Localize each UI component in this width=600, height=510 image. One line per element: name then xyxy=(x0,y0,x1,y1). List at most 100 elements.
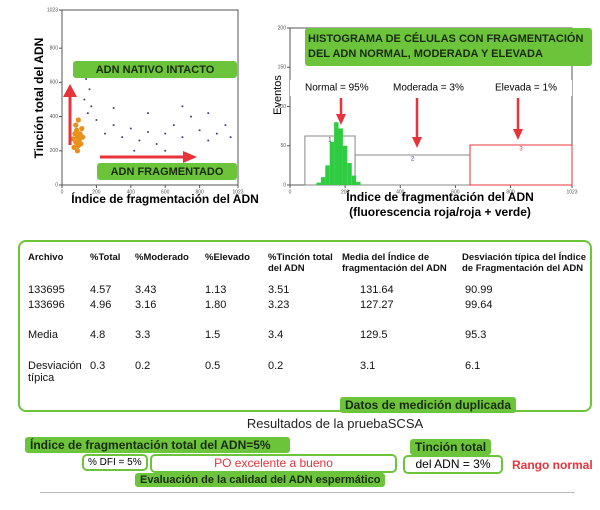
table-cell: 127.27 xyxy=(360,299,394,311)
point xyxy=(70,136,76,142)
point xyxy=(83,98,86,101)
point xyxy=(79,125,85,132)
table-header: %Total xyxy=(90,252,121,263)
x-tick-label: 1023 xyxy=(566,189,577,195)
point xyxy=(104,132,107,135)
x-tick-label: 0 xyxy=(289,189,292,195)
histogram-area: 0 200 400 600 800 1023 0 50 100 150 200 1 2 3 xyxy=(278,25,578,195)
bar xyxy=(334,122,339,185)
data-table: Archivo %Total %Moderado %Elevado %Tinción t… xyxy=(18,240,592,412)
point xyxy=(215,132,218,135)
table-cell: 3.4 xyxy=(268,329,284,341)
y-tick-label: 100 xyxy=(278,104,287,110)
annotation: Elevada = 1% xyxy=(495,83,557,94)
bar xyxy=(325,165,330,185)
chart-title: HISTOGRAMA DE CÉLULAS CON FRAGMENTACIÓN … xyxy=(308,33,584,60)
annotation: Moderada = 3% xyxy=(393,83,464,94)
point xyxy=(74,148,81,154)
table-cell: 1.80 xyxy=(205,299,227,311)
point xyxy=(80,134,86,140)
gate-label: 1 xyxy=(328,138,332,144)
row-label: 133695 xyxy=(28,284,65,296)
table-cell: 4.96 xyxy=(90,299,112,311)
y-tick-label: 400 xyxy=(50,114,59,120)
point xyxy=(112,124,115,127)
stain-value: del ADN = 3% xyxy=(403,455,503,474)
bar xyxy=(316,182,321,185)
point xyxy=(133,149,136,152)
annotation-box xyxy=(73,61,237,78)
x-tick-label: 400 xyxy=(127,189,136,195)
x-tick-label: 400 xyxy=(396,189,405,195)
arrows xyxy=(63,84,197,163)
table-header: %Tinción total del ADN xyxy=(268,252,333,274)
dfi-total: Índice de fragmentación total del ADN=5% xyxy=(25,437,290,453)
evaluation: Evaluación de la calidad del ADN espermá… xyxy=(135,473,386,487)
arrows xyxy=(336,98,523,148)
point xyxy=(147,112,150,115)
table-cell: 129.5 xyxy=(360,329,388,341)
gate xyxy=(469,144,573,186)
y-tick-label: 150 xyxy=(278,65,287,71)
table-cell: 0.2 xyxy=(268,360,284,372)
quality-box: PO excelente a bueno xyxy=(150,454,397,473)
point xyxy=(155,142,158,145)
point xyxy=(75,117,81,123)
point xyxy=(138,139,141,142)
stain-title: Tinción total xyxy=(410,439,492,455)
table-cell: 0.2 xyxy=(135,360,151,372)
title-box xyxy=(305,28,592,66)
scatter-frame xyxy=(61,9,239,186)
table-cell: 3.43 xyxy=(135,284,157,296)
table-cell: 90.99 xyxy=(465,284,493,296)
row-label: 133696 xyxy=(28,299,65,311)
table-cell: 99.64 xyxy=(465,299,493,311)
x-tick-label: 600 xyxy=(161,189,170,195)
point xyxy=(181,136,184,139)
plots: Tinción total del ADN Índice de fragment… xyxy=(32,7,592,219)
point xyxy=(147,130,150,133)
point xyxy=(181,105,184,108)
x-axis-sublabel: (fluorescencia roja/roja + verde) xyxy=(349,205,531,219)
y-tick-label: 800 xyxy=(50,45,59,51)
table-cell: 3.51 xyxy=(268,284,290,296)
point xyxy=(207,112,210,115)
table-cell: 3.3 xyxy=(135,329,151,341)
row-label: Desviación típica xyxy=(28,360,82,384)
x-axis-label: Índice de fragmentación del ADN xyxy=(346,189,534,204)
table-cell: 1.5 xyxy=(205,329,221,341)
table-cell: 3.16 xyxy=(135,299,157,311)
point xyxy=(207,139,210,142)
x-tick-label: 200 xyxy=(341,189,350,195)
bar xyxy=(356,181,361,185)
point xyxy=(73,122,79,128)
scatter-area: 0 200 400 600 800 1023 0 200 400 600 800 1023 xyxy=(47,7,244,195)
table-cell: 3.1 xyxy=(360,360,376,372)
point xyxy=(190,115,193,118)
point xyxy=(129,127,132,130)
table-cell: 1.13 xyxy=(205,284,227,296)
point xyxy=(78,141,84,147)
gate-label: 3 xyxy=(519,147,523,153)
bar xyxy=(329,141,335,185)
x-tick-label: 600 xyxy=(451,189,460,195)
x-axis-label: Índice de fragmentación del ADN xyxy=(71,191,259,206)
point xyxy=(164,132,167,135)
results-title: Resultados de la pruebaSCSA xyxy=(246,416,424,431)
annotation: Normal = 95% xyxy=(305,83,369,94)
table-header: Desviación típica del Índice de Fragment… xyxy=(462,252,587,274)
y-tick-label: 200 xyxy=(50,148,59,154)
table-cell: 3.23 xyxy=(268,299,290,311)
point xyxy=(172,124,175,127)
y-axis-label: Tinción total del ADN xyxy=(32,38,46,159)
y-tick-label: 600 xyxy=(50,80,59,86)
table-header: Archivo xyxy=(28,252,64,263)
annotation: ADN NATIVO INTACTO xyxy=(96,64,215,76)
point xyxy=(121,136,124,139)
x-tick-label: 800 xyxy=(195,189,204,195)
point xyxy=(90,105,93,108)
y-tick-label: 0 xyxy=(283,182,286,188)
table-header: %Moderado xyxy=(135,252,189,263)
normal-range: Rango normal xyxy=(512,458,593,472)
